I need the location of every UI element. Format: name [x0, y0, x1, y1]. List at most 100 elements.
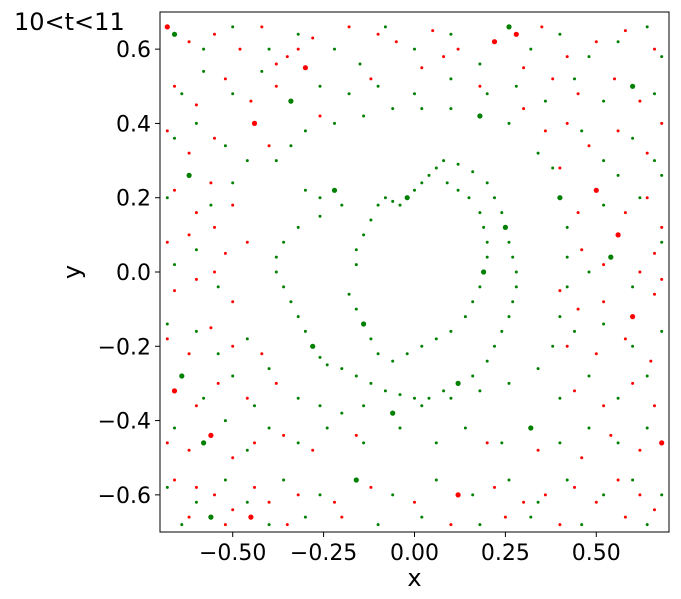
scatter-point — [173, 478, 176, 482]
scatter-point — [231, 344, 235, 348]
scatter-point — [296, 315, 300, 319]
scatter-point — [325, 363, 329, 367]
scatter-point — [296, 493, 300, 497]
scatter-point — [369, 77, 373, 81]
scatter-point — [543, 129, 547, 133]
scatter-point — [649, 359, 653, 363]
scatter-point — [653, 92, 656, 96]
scatter-point — [491, 39, 498, 45]
scatter-point — [354, 374, 358, 378]
scatter-point — [565, 225, 569, 229]
scatter-point — [173, 426, 176, 430]
scatter-point — [194, 485, 198, 489]
scatter-point — [522, 107, 526, 111]
scatter-point — [623, 29, 627, 33]
scatter-point — [580, 523, 584, 527]
scatter-point — [282, 433, 286, 437]
scatter-point — [180, 92, 184, 96]
scatter-point — [318, 404, 322, 408]
x-tick-label: −0.50 — [199, 541, 266, 566]
scatter-point — [420, 107, 424, 111]
scatter-point — [318, 84, 322, 88]
scatter-point — [638, 196, 642, 200]
scatter-point — [248, 514, 254, 520]
scatter-point — [253, 404, 256, 408]
scatter-point — [660, 277, 664, 281]
scatter-point — [340, 203, 344, 207]
scatter-point — [630, 314, 636, 320]
scatter-point — [216, 381, 220, 385]
scatter-point — [456, 162, 460, 166]
scatter-point — [296, 32, 300, 36]
scatter-point — [245, 396, 249, 400]
scatter-point — [420, 66, 424, 70]
scatter-point — [413, 500, 416, 504]
scatter-point — [660, 225, 664, 229]
scatter-point — [660, 493, 664, 497]
x-axis-label: x — [407, 564, 421, 592]
scatter-point — [318, 355, 322, 359]
scatter-point — [303, 515, 307, 519]
scatter-point — [303, 329, 307, 333]
scatter-point — [274, 159, 278, 163]
scatter-point — [529, 515, 533, 519]
scatter-point — [347, 92, 351, 96]
scatter-point — [223, 251, 227, 255]
x-tick-label: 0.25 — [481, 541, 530, 566]
scatter-point — [186, 172, 192, 178]
scatter-point — [209, 326, 213, 330]
scatter-point — [660, 55, 664, 59]
scatter-point — [180, 523, 184, 527]
scatter-point — [376, 523, 380, 527]
scatter-point — [398, 393, 402, 397]
scatter-point — [631, 381, 635, 385]
scatter-point — [347, 292, 351, 296]
scatter-point — [208, 514, 214, 520]
scatter-point — [260, 69, 264, 73]
scatter-point — [354, 433, 358, 437]
scatter-point — [565, 121, 569, 125]
scatter-point — [602, 203, 606, 207]
scatter-point — [179, 373, 185, 379]
scatter-point — [165, 322, 169, 326]
scatter-point — [587, 144, 591, 148]
scatter-point — [431, 29, 435, 33]
scatter-point — [507, 240, 511, 244]
scatter-point — [580, 129, 584, 133]
scatter-point — [398, 426, 402, 430]
scatter-point — [209, 181, 213, 185]
scatter-point — [231, 300, 235, 304]
scatter-point — [173, 289, 176, 293]
scatter-point — [507, 315, 511, 319]
scatter-point — [638, 270, 642, 274]
scatter-point — [391, 359, 395, 363]
scatter-point — [404, 195, 410, 201]
scatter-point — [333, 47, 336, 51]
scatter-point — [565, 478, 569, 482]
scatter-point — [522, 66, 526, 70]
scatter-point — [602, 99, 606, 103]
scatter-point — [369, 218, 373, 222]
scatter-point — [565, 285, 569, 289]
scatter-point — [514, 285, 518, 289]
scatter-point — [245, 500, 249, 504]
scatter-point — [231, 374, 235, 378]
scatter-point — [253, 441, 256, 445]
scatter-point — [391, 199, 395, 203]
scatter-point — [171, 31, 178, 37]
scatter-point — [631, 344, 635, 348]
scatter-point — [442, 159, 446, 163]
scatter-point — [471, 493, 475, 497]
scatter-point — [434, 478, 438, 482]
scatter-point — [194, 404, 198, 408]
scatter-point — [623, 515, 627, 519]
scatter-point — [194, 211, 198, 215]
scatter-point — [493, 344, 496, 348]
scatter-point — [540, 25, 544, 29]
scatter-point — [602, 263, 606, 267]
scatter-point — [165, 240, 169, 244]
scatter-point — [420, 181, 424, 185]
scatter-point — [420, 404, 424, 408]
scatter-point — [660, 240, 664, 244]
